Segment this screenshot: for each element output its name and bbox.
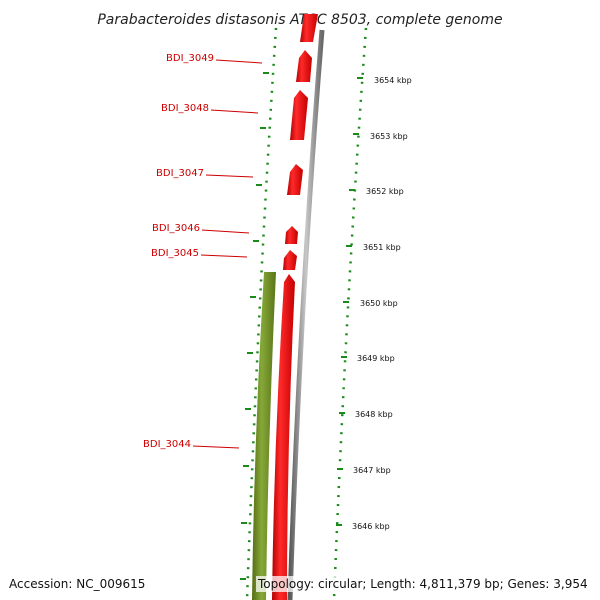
tick-label: 3648 kbp	[355, 410, 393, 419]
tick-label: 3646 kbp	[352, 522, 390, 531]
outer-ruler	[332, 27, 368, 600]
inner-ruler	[245, 27, 278, 600]
gene-arrow-bdi-3049	[296, 50, 312, 82]
gene-arrow-top	[300, 14, 318, 42]
tick-label: 3650 kbp	[360, 299, 398, 308]
inner-ruler-ticks	[240, 72, 269, 580]
gene-arrow-large	[272, 274, 295, 600]
genome-summary: Topology: circular; Length: 4,811,379 bp…	[256, 576, 590, 592]
accession-label: Accession: NC_009615	[7, 576, 148, 592]
tick-label: 3652 kbp	[366, 187, 404, 196]
tick-label: 3649 kbp	[357, 354, 395, 363]
tick-label: 3647 kbp	[353, 466, 391, 475]
gene-label-bdi-3049: BDI_3049	[166, 53, 214, 64]
map-title: Parabacteroides distasonis ATCC 8503, co…	[97, 12, 502, 28]
genome-backbone	[287, 29, 325, 600]
gene-label-bdi-3044: BDI_3044	[143, 439, 191, 450]
outer-ruler-ticks	[336, 77, 363, 526]
gene-label-bdi-3047: BDI_3047	[156, 168, 204, 179]
gene-arrow-bdi-3044	[252, 272, 276, 600]
gene-arrow-bdi-3047	[287, 164, 303, 195]
tick-label: 3654 kbp	[374, 76, 412, 85]
gene-arrow-bdi-3045	[283, 250, 297, 270]
gene-arrow-bdi-3046	[285, 226, 298, 244]
tick-label: 3653 kbp	[370, 132, 408, 141]
gene-label-lines	[192, 59, 263, 449]
tick-label: 3651 kbp	[363, 243, 401, 252]
gene-label-bdi-3046: BDI_3046	[152, 223, 200, 234]
gene-arrow-bdi-3048	[290, 90, 308, 140]
gene-label-bdi-3045: BDI_3045	[151, 248, 199, 259]
gene-label-bdi-3048: BDI_3048	[161, 103, 209, 114]
